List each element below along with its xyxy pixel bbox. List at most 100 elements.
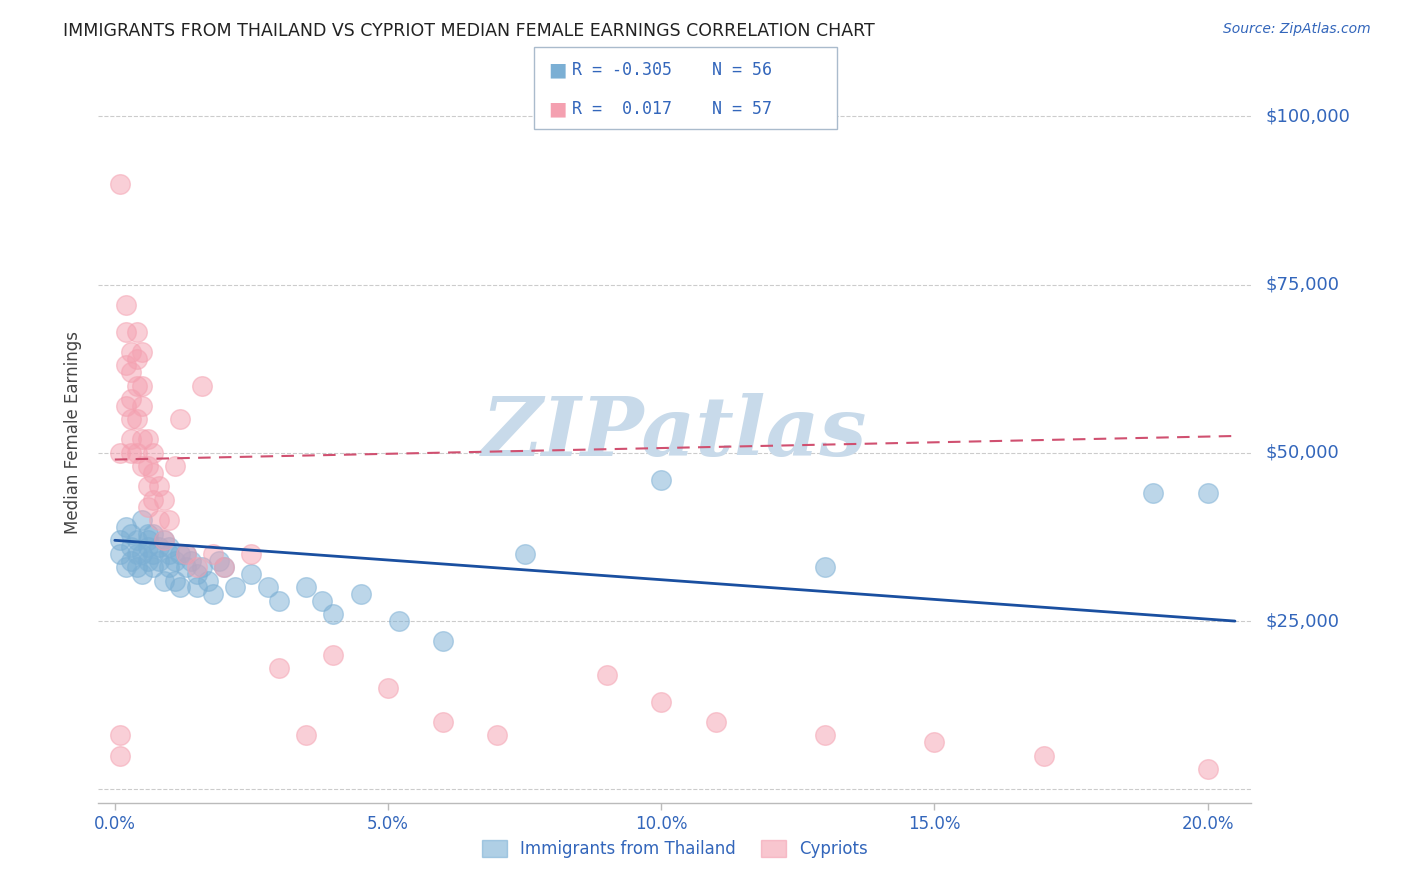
Point	[125, 533, 148, 548]
Point	[240, 566, 263, 581]
Point	[120, 344, 142, 359]
Point	[197, 574, 219, 588]
Point	[120, 446, 142, 460]
Point	[142, 466, 165, 480]
Text: ■: ■	[548, 61, 567, 79]
Point	[110, 547, 132, 561]
Point	[322, 607, 344, 622]
Point	[131, 344, 153, 359]
Point	[125, 547, 148, 561]
Point	[142, 526, 165, 541]
Y-axis label: Median Female Earnings: Median Female Earnings	[65, 331, 83, 534]
Point	[110, 533, 132, 548]
Point	[163, 574, 186, 588]
Point	[120, 392, 142, 406]
Point	[169, 412, 191, 426]
Point	[186, 560, 208, 574]
Point	[212, 560, 235, 574]
Point	[120, 365, 142, 379]
Point	[513, 547, 536, 561]
Point	[120, 540, 142, 554]
Point	[110, 729, 132, 743]
Point	[120, 553, 142, 567]
Point	[148, 553, 170, 567]
Text: ZIPatlas: ZIPatlas	[482, 392, 868, 473]
Legend: Immigrants from Thailand, Cypriots: Immigrants from Thailand, Cypriots	[475, 833, 875, 865]
Point	[136, 459, 159, 474]
Point	[814, 560, 837, 574]
Point	[148, 513, 170, 527]
Text: $75,000: $75,000	[1265, 276, 1340, 293]
Point	[169, 581, 191, 595]
Point	[186, 581, 208, 595]
Point	[110, 177, 132, 191]
Point	[1197, 762, 1219, 776]
Point	[131, 433, 153, 447]
Point	[159, 540, 181, 554]
Point	[207, 553, 229, 567]
Point	[432, 634, 454, 648]
Point	[110, 748, 132, 763]
Point	[322, 648, 344, 662]
Point	[1197, 486, 1219, 500]
Text: $25,000: $25,000	[1265, 612, 1340, 630]
Point	[142, 560, 165, 574]
Point	[125, 351, 148, 366]
Point	[163, 459, 186, 474]
Point	[114, 359, 136, 373]
Point	[377, 681, 399, 696]
Point	[924, 735, 946, 749]
Point	[114, 560, 136, 574]
Point	[202, 547, 225, 561]
Point	[114, 298, 136, 312]
Point	[174, 547, 197, 561]
Point	[311, 594, 333, 608]
Point	[125, 412, 148, 426]
Point	[131, 459, 153, 474]
Point	[174, 547, 197, 561]
Point	[295, 729, 318, 743]
Point	[136, 526, 159, 541]
Point	[212, 560, 235, 574]
Point	[136, 479, 159, 493]
Point	[224, 581, 246, 595]
Point	[120, 526, 142, 541]
Point	[136, 553, 159, 567]
Point	[114, 399, 136, 413]
Point	[125, 325, 148, 339]
Point	[125, 378, 148, 392]
Point	[131, 547, 153, 561]
Point	[142, 446, 165, 460]
Point	[125, 560, 148, 574]
Point	[595, 668, 617, 682]
Point	[120, 412, 142, 426]
Point	[1032, 748, 1054, 763]
Point	[136, 533, 159, 548]
Point	[267, 661, 290, 675]
Point	[350, 587, 373, 601]
Point	[174, 560, 197, 574]
Point	[131, 566, 153, 581]
Point	[153, 533, 176, 548]
Point	[240, 547, 263, 561]
Point	[163, 553, 186, 567]
Point	[159, 547, 181, 561]
Point	[1142, 486, 1164, 500]
Point	[169, 547, 191, 561]
Text: $50,000: $50,000	[1265, 444, 1339, 462]
Text: R =  0.017    N = 57: R = 0.017 N = 57	[572, 100, 772, 118]
Point	[114, 325, 136, 339]
Point	[131, 378, 153, 392]
Point	[136, 500, 159, 514]
Point	[432, 714, 454, 729]
Point	[153, 492, 176, 507]
Point	[186, 566, 208, 581]
Text: IMMIGRANTS FROM THAILAND VS CYPRIOT MEDIAN FEMALE EARNINGS CORRELATION CHART: IMMIGRANTS FROM THAILAND VS CYPRIOT MEDI…	[63, 22, 875, 40]
Point	[650, 473, 672, 487]
Text: R = -0.305    N = 56: R = -0.305 N = 56	[572, 62, 772, 79]
Point	[142, 492, 165, 507]
Point	[125, 446, 148, 460]
Point	[191, 560, 214, 574]
Text: ■: ■	[548, 99, 567, 119]
Point	[814, 729, 837, 743]
